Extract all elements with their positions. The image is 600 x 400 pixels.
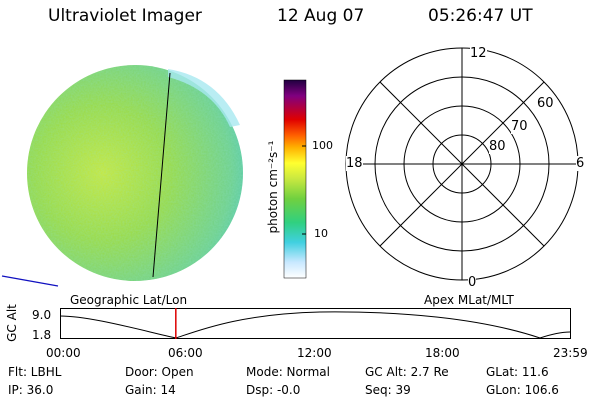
image-caption: Geographic Lat/Lon [70, 293, 188, 307]
coastline-segment [1, 275, 59, 287]
filter-value: Flt: LBHL [8, 365, 62, 379]
polar-label-18: 18 [346, 156, 363, 171]
alt-plot-ylabel: GC Alt [4, 304, 19, 342]
colorbar-tick-10: 10 [314, 227, 328, 240]
alt-plot [59, 308, 571, 339]
polar-grid [345, 47, 579, 281]
alt-x-tick-4: 23:59 [553, 346, 588, 360]
glat-value: GLat: 11.6 [486, 365, 549, 379]
instrument-title: Ultraviolet Imager [48, 6, 202, 26]
time-label: 05:26:47 UT [428, 6, 533, 26]
alt-x-tick-2: 12:00 [297, 346, 332, 360]
polar-diagonal-2 [379, 81, 545, 247]
polar-caption: Apex MLat/MLT [424, 293, 514, 307]
terminator-line [152, 72, 171, 278]
alt-x-tick-3: 18:00 [425, 346, 460, 360]
colorbar-tick-100: 100 [312, 139, 333, 152]
colorbar-unit-label: photon cm⁻²s⁻¹ [266, 140, 280, 234]
uv-image [1, 65, 243, 287]
alt-plot-frame [60, 308, 571, 339]
ip-value: IP: 36.0 [8, 383, 54, 397]
mode-value: Mode: Normal [246, 365, 330, 379]
glon-value: GLon: 106.6 [486, 383, 559, 397]
alt-x-tick-1: 06:00 [168, 346, 203, 360]
gain-value: Gain: 14 [125, 383, 176, 397]
gc-alt-value: GC Alt: 2.7 Re [365, 365, 449, 379]
polar-lat-60: 60 [537, 96, 554, 111]
uv-disk-bright-limb [168, 69, 240, 127]
polar-lat-70: 70 [511, 119, 528, 134]
date-label: 12 Aug 07 [277, 6, 365, 26]
polar-label-12: 12 [470, 46, 487, 61]
colorbar [283, 79, 307, 279]
dsp-value: Dsp: -0.0 [246, 383, 301, 397]
polar-label-0: 0 [468, 275, 477, 290]
polar-label-6: 6 [576, 156, 585, 171]
alt-plot-y-top: 9.0 [32, 308, 52, 322]
alt-x-tick-0: 00:00 [46, 346, 81, 360]
polar-lat-80: 80 [489, 139, 506, 154]
alt-plot-y-bottom: 1.8 [32, 328, 52, 342]
door-value: Door: Open [125, 365, 194, 379]
alt-plot-curve [59, 311, 571, 339]
seq-value: Seq: 39 [365, 383, 411, 397]
colorbar-gradient [283, 79, 307, 279]
